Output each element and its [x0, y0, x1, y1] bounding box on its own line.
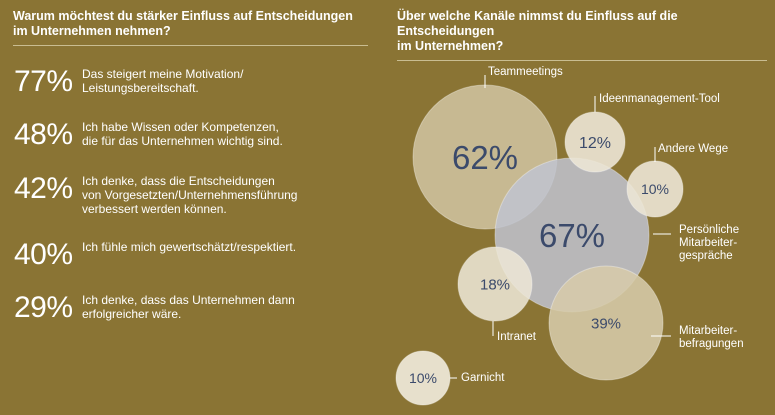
bubble-label: Garnicht [461, 372, 505, 384]
bubble-value: 39% [591, 315, 621, 332]
bubble-label-line: Mitarbeiter- [679, 237, 737, 249]
reason-text: Ich fühle mich gewertschätzt/respektiert… [82, 240, 372, 254]
bubble-label-line: gespräche [679, 250, 733, 262]
bubble-value: 10% [641, 181, 669, 197]
bubble-label: Intranet [497, 331, 537, 343]
bubble-value: 12% [579, 135, 611, 152]
reason-percent: 77% [14, 65, 73, 98]
bubble-label-line: Intranet [497, 331, 537, 343]
right-title-line-1: Über welche Kanäle nimmst du Einfluss au… [397, 9, 678, 38]
reason-text-line: von Vorgesetzten/Unternehmensführung [82, 188, 298, 202]
reason-text-line: verbessert werden können. [82, 202, 227, 216]
bubble-label-line: Andere Wege [658, 143, 728, 155]
left-title-line-2: im Unternehmen nehmen? [13, 24, 171, 38]
bubble-value: 67% [539, 217, 605, 254]
bubble-label-line: Mitarbeiter- [679, 325, 737, 337]
reason-text: Das steigert meine Motivation/ Leistungs… [82, 67, 372, 95]
reason-percent: 48% [14, 118, 73, 151]
bubble-chart: 62% Teammeetings 12% Ideenmanagement-Tool 10… [395, 66, 744, 406]
bubble-value: 62% [452, 139, 518, 176]
right-panel-title: Über welche Kanäle nimmst du Einfluss au… [397, 9, 767, 61]
reason-text-line: Ich denke, dass das Unternehmen dann [82, 293, 295, 307]
reason-text-line: Ich habe Wissen oder Kompetenzen, [82, 120, 279, 134]
bubble-label: Teammeetings [488, 66, 563, 78]
reason-text-line: Das steigert meine Motivation/ [82, 67, 244, 81]
bubble-label: Mitarbeiter-befragungen [679, 325, 744, 350]
bubble-value: 18% [480, 276, 510, 293]
left-title-line-1: Warum möchtest du stärker Einfluss auf E… [13, 9, 353, 23]
bubble-intranet [457, 246, 533, 322]
reason-text-line: Leistungsbereitschaft. [82, 81, 199, 95]
bubble-label-line: Ideenmanagement-Tool [599, 93, 720, 105]
bubble-value: 10% [409, 370, 437, 386]
bubble-label-line: Persönliche [679, 224, 739, 236]
reason-percent: 40% [14, 238, 73, 271]
right-title-line-2: im Unternehmen? [397, 39, 504, 53]
reason-text: Ich denke, dass das Unternehmen dann erf… [82, 293, 372, 321]
bubble-label: Andere Wege [658, 143, 728, 155]
reason-text-line: erfolgreicher wäre. [82, 307, 182, 321]
reason-text: Ich habe Wissen oder Kompetenzen, die fü… [82, 120, 372, 148]
bubble-mitarbeiterbefragungen [548, 265, 664, 381]
bubble-label-line: befragungen [679, 338, 744, 350]
reason-percent: 42% [14, 172, 73, 205]
left-panel-title: Warum möchtest du stärker Einfluss auf E… [13, 9, 368, 46]
bubble-label: Persönliche Mitarbeiter-gespräche [679, 224, 739, 262]
reason-text-line: die für das Unternehmen wichtig sind. [82, 134, 283, 148]
reason-percent: 29% [14, 291, 73, 324]
bubble-label-line: Teammeetings [488, 66, 563, 78]
reason-text-line: Ich denke, dass die Entscheidungen [82, 174, 275, 188]
reason-text: Ich denke, dass die Entscheidungen von V… [82, 174, 372, 216]
bubble-label-line: Garnicht [461, 372, 505, 384]
bubble-label: Ideenmanagement-Tool [599, 93, 720, 105]
reason-text-line: Ich fühle mich gewertschätzt/respektiert… [82, 240, 297, 254]
